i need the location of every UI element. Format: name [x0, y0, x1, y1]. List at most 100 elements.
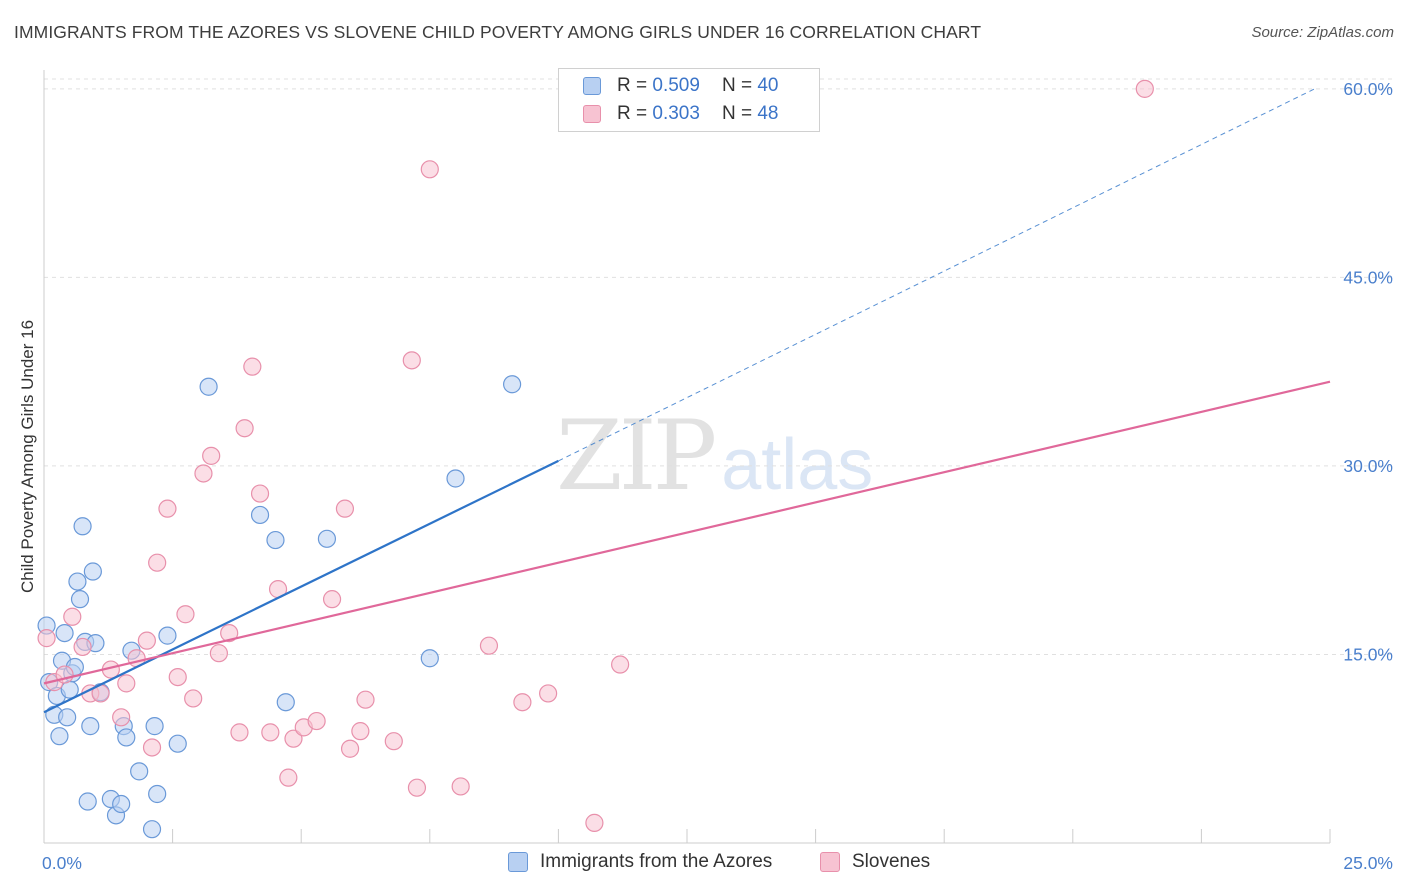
data-point-azores — [73, 517, 92, 536]
data-point-slovenes — [184, 689, 203, 708]
data-point-slovenes — [322, 590, 342, 609]
data-point-azores — [420, 649, 439, 668]
data-point-azores — [50, 727, 69, 746]
data-point-slovenes — [335, 499, 355, 518]
x-tick-label: 25.0% — [1343, 853, 1393, 873]
series-swatch-slovenes — [820, 852, 840, 872]
data-point-azores — [83, 562, 102, 581]
data-point-slovenes — [168, 667, 187, 687]
data-point-slovenes — [230, 723, 249, 742]
data-point-slovenes — [261, 723, 280, 742]
legend-n-label: N = — [721, 75, 753, 96]
data-point-azores — [78, 792, 97, 811]
data-point-slovenes — [220, 623, 239, 643]
series-legend-label: Immigrants from the Azores — [540, 851, 773, 872]
y-tick-label: 15.0% — [1343, 644, 1393, 664]
data-point-slovenes — [158, 499, 177, 518]
data-point-slovenes — [513, 693, 532, 712]
data-point-azores — [130, 762, 149, 781]
data-point-slovenes — [194, 464, 213, 483]
data-point-azores — [317, 529, 337, 548]
data-point-slovenes — [307, 711, 326, 731]
y-tick-label: 45.0% — [1343, 267, 1393, 287]
data-point-azores — [250, 505, 270, 525]
data-point-slovenes — [73, 637, 92, 657]
data-point-slovenes — [279, 768, 298, 787]
data-point-azores — [266, 530, 285, 550]
data-point-azores — [276, 693, 295, 712]
data-point-azores — [148, 784, 167, 804]
data-point-slovenes — [112, 708, 131, 727]
data-point-slovenes — [63, 607, 82, 626]
legend-n-label: N = — [721, 103, 753, 124]
legend-n-value: 40 — [757, 75, 779, 96]
legend-r-value: 0.303 — [652, 103, 700, 124]
series-swatch-azores — [508, 852, 528, 872]
watermark: ZIP atlas — [556, 400, 873, 512]
data-point-azores — [55, 623, 74, 643]
data-point-slovenes — [479, 636, 499, 655]
data-point-azores — [70, 590, 90, 609]
series-legend-azores[interactable]: Immigrants from the Azores — [508, 851, 772, 873]
trend-extension-azores — [558, 88, 1315, 462]
data-point-slovenes — [137, 631, 156, 650]
data-point-slovenes — [284, 729, 303, 748]
trend-line-slovenes — [43, 380, 1331, 685]
source-label: Source: ZipAtlas.com — [1251, 24, 1394, 41]
y-tick-label: 60.0% — [1343, 79, 1393, 99]
series-legend: Immigrants from the Azores Slovenes — [0, 851, 1406, 879]
data-point-slovenes — [420, 160, 439, 179]
data-point-slovenes — [176, 605, 195, 624]
legend-swatch-slovenes — [583, 105, 601, 123]
data-point-slovenes — [351, 722, 370, 741]
chart-title: IMMIGRANTS FROM THE AZORES VS SLOVENE CH… — [14, 22, 982, 42]
data-point-slovenes — [611, 655, 630, 674]
data-point-azores — [199, 377, 218, 396]
data-point-slovenes — [451, 777, 470, 796]
data-point-slovenes — [202, 446, 221, 465]
data-point-azores — [503, 375, 522, 394]
data-point-azores — [158, 626, 177, 645]
data-point-azores — [142, 820, 162, 839]
data-point-slovenes — [142, 738, 162, 757]
legend-swatch-azores — [583, 77, 601, 95]
data-point-slovenes — [384, 732, 403, 751]
data-point-azores — [112, 794, 131, 814]
y-axis-label: Child Poverty Among Girls Under 16 — [18, 320, 37, 593]
legend-row-slovenes: R = 0.303 N = 48 — [583, 101, 778, 127]
data-point-slovenes — [209, 644, 228, 663]
legend-r-label: R = — [617, 75, 648, 96]
data-point-slovenes — [539, 684, 558, 703]
data-point-slovenes — [356, 690, 375, 709]
data-point-azores — [145, 717, 164, 736]
data-point-slovenes — [1135, 79, 1154, 98]
data-point-slovenes — [37, 629, 56, 648]
data-point-slovenes — [340, 739, 360, 758]
data-point-slovenes — [243, 357, 262, 376]
data-point-azores — [117, 728, 136, 747]
data-point-slovenes — [148, 553, 167, 572]
data-point-slovenes — [250, 484, 270, 503]
watermark-zip: ZIP — [556, 400, 717, 512]
legend-n-value: 48 — [757, 103, 779, 124]
data-point-azores — [58, 708, 77, 727]
data-point-slovenes — [407, 778, 427, 797]
trend-line-azores — [43, 459, 559, 714]
legend-r-value: 0.509 — [652, 75, 700, 96]
watermark-atlas: atlas — [721, 425, 874, 505]
data-point-slovenes — [402, 351, 421, 370]
x-tick-label: 0.0% — [42, 853, 82, 873]
data-point-azores — [81, 717, 100, 736]
legend-row-azores: R = 0.509 N = 40 — [583, 73, 778, 99]
data-point-slovenes — [117, 674, 136, 693]
data-point-slovenes — [585, 813, 604, 832]
series-legend-slovenes[interactable]: Slovenes — [820, 851, 930, 873]
data-point-azores — [446, 469, 465, 488]
y-tick-label: 30.0% — [1343, 456, 1393, 476]
data-point-slovenes — [235, 419, 254, 438]
legend-r-label: R = — [617, 103, 648, 124]
series-legend-label: Slovenes — [852, 851, 931, 872]
correlation-legend: R = 0.509 N = 40 R = 0.303 N = 48 — [558, 68, 820, 132]
data-point-azores — [68, 572, 87, 591]
